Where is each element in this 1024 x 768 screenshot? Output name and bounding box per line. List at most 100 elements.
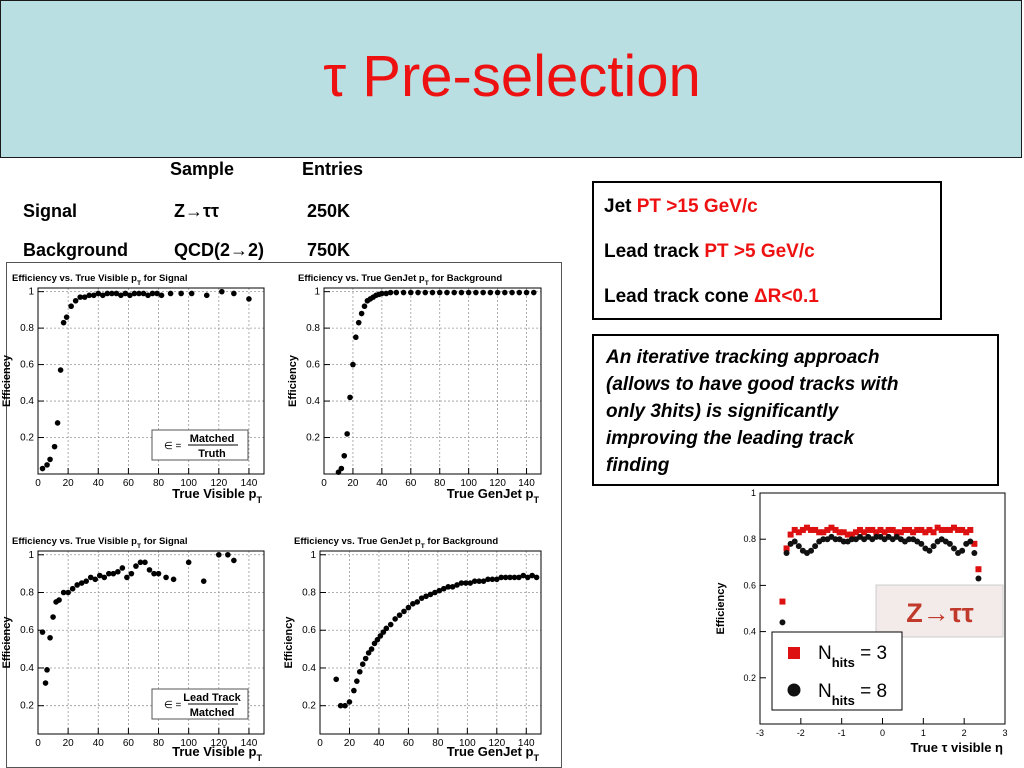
chart5-point-nhits3 <box>877 526 884 533</box>
row-signal-entries: 250K <box>307 201 351 221</box>
chart3-title: Efficiency vs. True Visible pT for Signa… <box>12 536 187 550</box>
chart5-x-tick-label: -1 <box>838 728 846 738</box>
slide-title: τ Pre-selection <box>1 43 1023 110</box>
chart5-point-nhits8 <box>975 575 982 582</box>
chart2-point <box>338 465 345 472</box>
chart2-point <box>408 289 414 296</box>
chart3-point <box>65 589 71 596</box>
chart4-point <box>436 587 443 594</box>
chart5-x-tick-label: 2 <box>962 728 967 738</box>
chart4-point <box>410 601 416 607</box>
chart4-point <box>368 646 375 652</box>
chart2-point <box>393 289 400 296</box>
chart1-point <box>99 292 106 299</box>
chart4-point <box>502 574 509 581</box>
note-line: finding <box>606 455 670 476</box>
chart3-x-tick-label: 140 <box>241 738 258 749</box>
chart2-point <box>350 361 356 368</box>
chart1-point <box>86 292 93 299</box>
chart2-y-label: Efficiency <box>287 354 299 407</box>
chart3-y-tick-label: 0.8 <box>20 588 34 599</box>
chart3-y-tick-label: 1 <box>28 550 34 561</box>
chart5-point-nhits3 <box>946 526 953 533</box>
chart5-point-nhits8 <box>812 543 819 550</box>
chart4-x-tick-label: 80 <box>432 738 444 749</box>
chart5-y-tick-label: 0.2 <box>743 673 756 683</box>
annotation-box <box>875 584 1004 638</box>
chart5-point-nhits3 <box>799 526 806 533</box>
chart3-point <box>231 557 237 564</box>
chart5-point-nhits3 <box>893 529 900 536</box>
chart5-point-nhits3 <box>779 598 786 605</box>
chart1-x-label: True Visible pT <box>172 486 262 505</box>
chart4-point <box>365 650 372 656</box>
chart1-x-tick-label: 140 <box>241 478 258 489</box>
chart3-y-tick-label: 0.2 <box>20 701 34 712</box>
chart4-point <box>529 572 535 579</box>
header-sample: Sample <box>170 159 235 179</box>
chart5-x-tick-label: 0 <box>880 728 885 738</box>
note-box: An iterative tracking approach (allows t… <box>592 334 999 486</box>
chart5-point-nhits3 <box>873 529 880 536</box>
chart3-point <box>119 565 126 571</box>
chart5-point-nhits3 <box>885 526 892 533</box>
chart4-point <box>414 599 421 605</box>
chart4-point <box>383 625 390 632</box>
chart1-point <box>140 290 147 297</box>
annotation-z-tautau: Z→ττ <box>906 598 974 628</box>
chart5-point-nhits3 <box>824 526 831 533</box>
chart2-x-tick-label: 60 <box>405 478 417 489</box>
header-entries: Entries <box>302 159 364 179</box>
chart5-point-nhits3 <box>975 566 982 573</box>
chart5-point-nhits3 <box>963 529 970 536</box>
chart1-point <box>95 290 102 297</box>
chart5-point-nhits3 <box>918 526 925 533</box>
chart3-point <box>92 576 99 583</box>
chart1-title: Efficiency vs. True Visible pT for Signa… <box>12 273 187 287</box>
chart5-x-tick-label: 3 <box>1002 728 1007 738</box>
chart4-point <box>337 702 344 709</box>
chart5-point-nhits3 <box>906 526 913 533</box>
chart4-y-tick-label: 0.6 <box>302 625 316 636</box>
chart2-point <box>415 289 421 296</box>
chart1-point <box>63 314 70 320</box>
cut-lead-track-pt: Lead track PT >5 GeV/c <box>604 241 815 262</box>
chart5-point-nhits3 <box>783 545 790 552</box>
chart1-x-tick-label: 0 <box>35 478 41 489</box>
chart3-point <box>216 551 222 558</box>
chart4-point <box>371 640 378 647</box>
chart5-point-nhits8 <box>959 547 966 554</box>
chart4-point <box>454 582 460 588</box>
chart3-x-tick-label: 100 <box>180 738 197 749</box>
chart2-point <box>358 310 365 317</box>
chart2-point <box>465 289 472 296</box>
chart5-point-nhits3 <box>869 526 876 533</box>
chart4-x-tick-label: 20 <box>344 738 356 749</box>
chart4-frame <box>319 550 542 735</box>
chart3-frame <box>37 550 265 735</box>
chart3-y-label: Efficiency <box>1 616 13 669</box>
chart2-point <box>444 289 450 296</box>
chart5-point-nhits3 <box>820 529 827 536</box>
chart4-x-tick-label: 0 <box>317 738 323 749</box>
note-line: improving the leading track <box>606 428 855 449</box>
chart5-point-nhits3 <box>795 529 802 536</box>
chart3-point <box>69 585 76 592</box>
chart1-x-tick-label: 60 <box>123 478 135 489</box>
chart3-y-tick-label: 0.4 <box>20 663 34 674</box>
chart4-point <box>449 584 456 590</box>
title-text: Pre-selection <box>362 44 701 109</box>
chart4-point <box>392 616 398 622</box>
chart5-point-nhits3 <box>950 524 957 531</box>
chart2-title: Efficiency vs. True GenJet pT for Backgr… <box>298 273 502 287</box>
chart4-point <box>356 668 363 675</box>
chart1-x-tick-label: 100 <box>180 478 197 489</box>
chart1-frame <box>37 287 265 475</box>
chart2-point <box>347 394 353 401</box>
chart3-point <box>137 559 144 566</box>
chart1-point <box>246 296 252 302</box>
formula-matched-truth-eps: ∈ = <box>164 441 181 452</box>
chart2-x-tick-label: 80 <box>434 478 446 489</box>
chart5-x-tick-label: 1 <box>921 728 926 738</box>
chart2-point <box>451 289 458 296</box>
